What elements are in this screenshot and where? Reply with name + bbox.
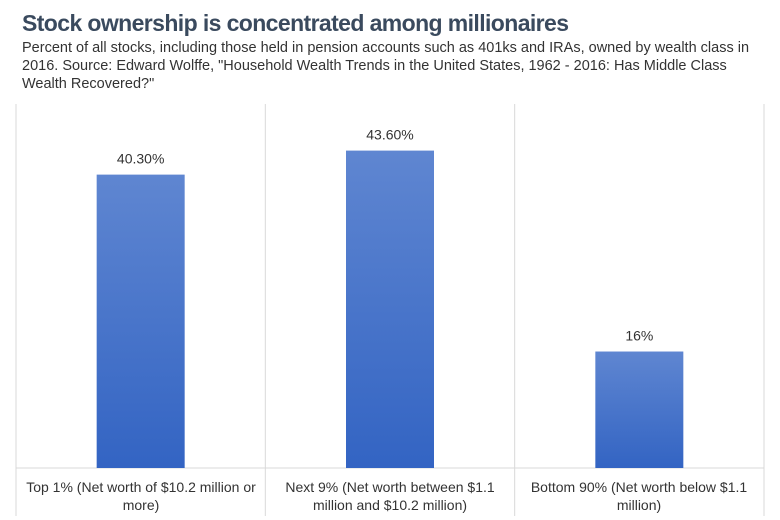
bar-0: [96, 174, 185, 468]
category-label-next-9: Next 9% (Net worth between $1.1 million …: [285, 479, 495, 513]
chart-subtitle: Percent of all stocks, including those h…: [22, 40, 750, 92]
data-label-0: 40.30%: [117, 151, 164, 167]
chart-title: Stock ownership is concentrated among mi…: [22, 10, 569, 36]
data-label-2: 16%: [625, 328, 653, 344]
category-label-bottom-90: Bottom 90% (Net worth below $1.1 million…: [530, 479, 748, 513]
bar-2: [595, 351, 684, 468]
data-label-1: 43.60%: [366, 127, 413, 143]
bar-1: [346, 150, 434, 469]
category-label-top-1: Top 1% (Net worth of $10.2 million or mo…: [26, 479, 256, 513]
